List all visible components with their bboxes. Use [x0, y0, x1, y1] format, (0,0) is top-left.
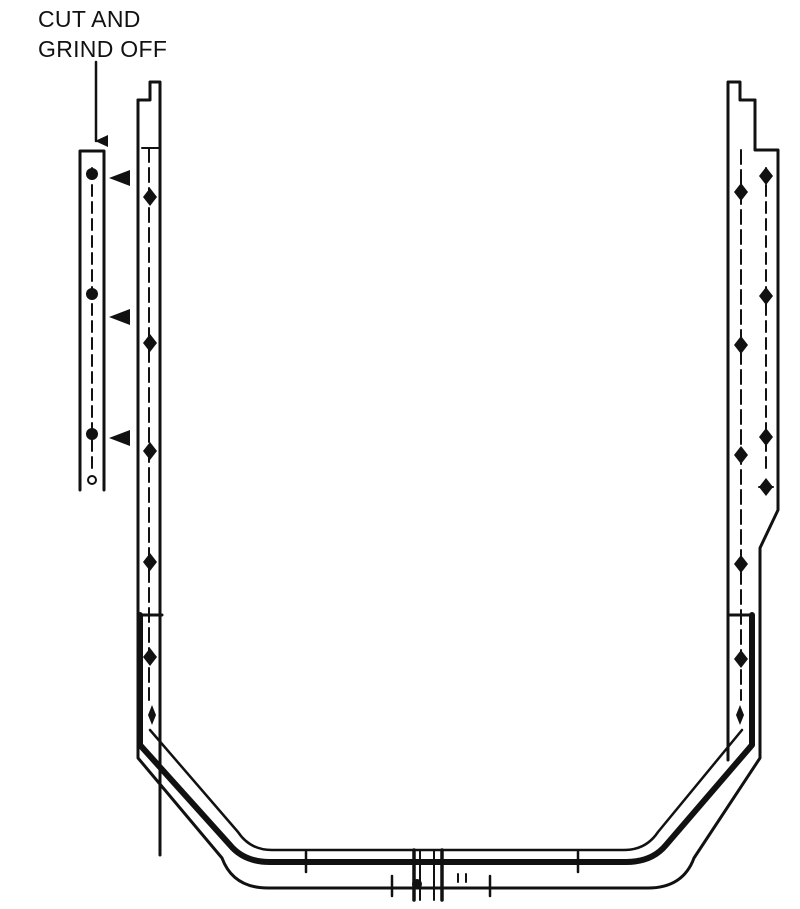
- channel-welds: [148, 705, 744, 725]
- bottom-section-marks: [304, 848, 580, 902]
- frame-outer-outline: [136, 98, 780, 890]
- left-rail-inner: [136, 80, 162, 857]
- weld-spot: [86, 288, 98, 300]
- callout-line-2: GRIND OFF: [38, 36, 168, 62]
- callout-line-1: CUT AND: [38, 6, 141, 32]
- frame-inner-channel: [137, 612, 755, 865]
- bolt-hole: [87, 475, 97, 485]
- weld-spot: [86, 428, 98, 440]
- pointer-triangles: [109, 170, 130, 446]
- right-rail-inner: [726, 80, 757, 762]
- left-rail-welds: [143, 188, 157, 666]
- bottom-weld-spot: [412, 879, 422, 889]
- weld-spot: [86, 168, 98, 180]
- callout-label: CUT AND GRIND OFF: [38, 4, 167, 64]
- right-rail-welds: [734, 167, 773, 668]
- detached-strip: [78, 149, 106, 492]
- frame-inner-edge: [148, 728, 744, 852]
